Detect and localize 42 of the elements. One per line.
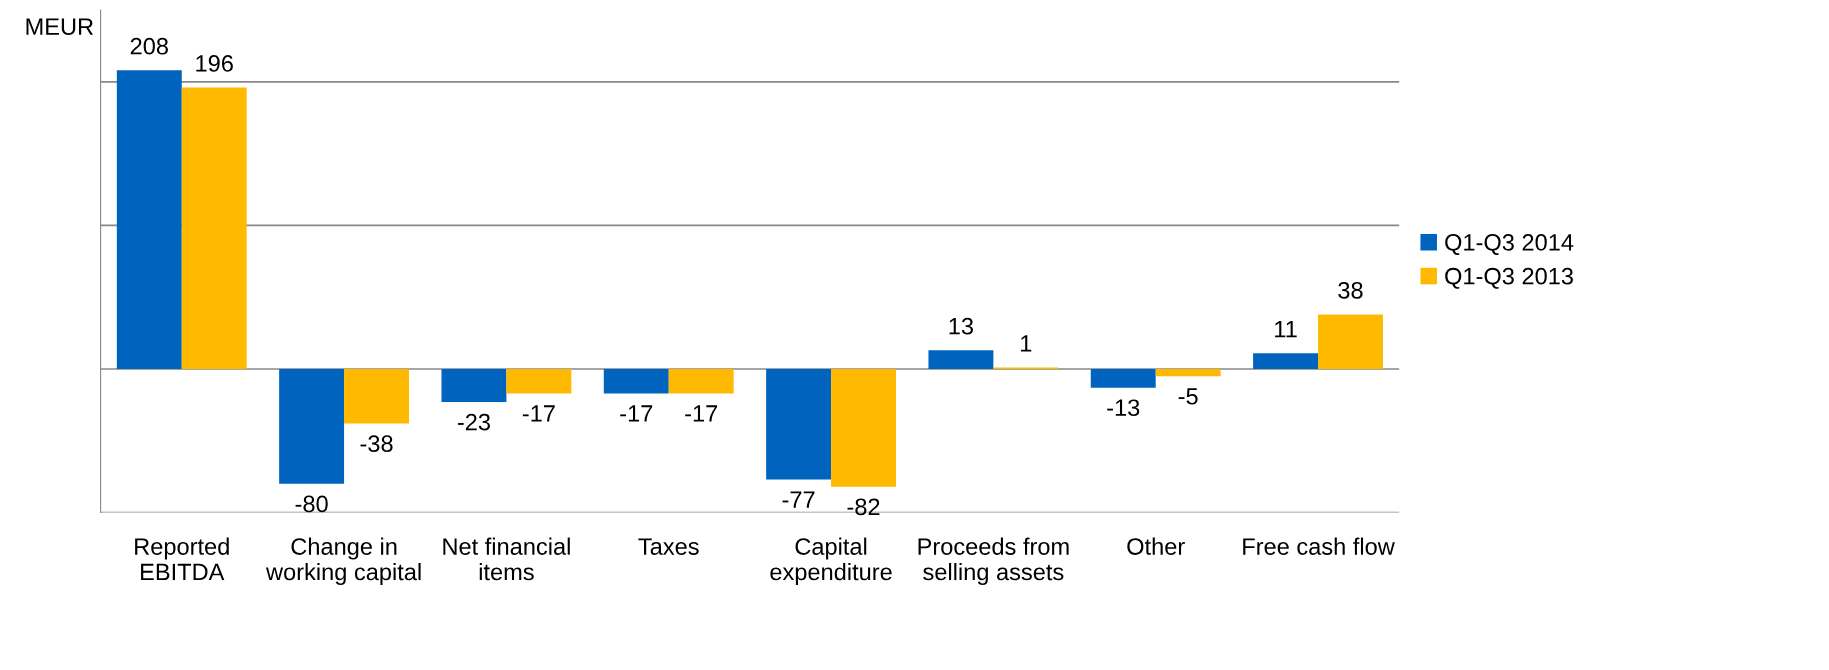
bar [1318, 314, 1383, 369]
data-label: 13 [949, 317, 974, 335]
data-label: -80 [295, 495, 328, 513]
bar [1090, 368, 1156, 388]
data-label: 1 [1021, 335, 1032, 352]
data-label: -77 [782, 491, 815, 508]
bar [344, 368, 410, 424]
x-tick-label: Proceeds from selling assets [918, 537, 1069, 585]
x-tick-label: Taxes [638, 538, 699, 555]
data-label: 208 [130, 37, 168, 55]
legend-label: Q1-Q3 2013 [1445, 267, 1573, 289]
data-label: -13 [1107, 399, 1140, 417]
bar [1155, 368, 1221, 377]
bar [279, 368, 345, 484]
data-label: -5 [1178, 388, 1198, 405]
data-label: -17 [620, 405, 653, 422]
x-tick-label: Reported EBITDA [135, 537, 229, 581]
legend-label: Q1-Q3 2014 [1445, 234, 1574, 255]
bar [441, 368, 507, 402]
data-label: -17 [522, 405, 555, 422]
data-label: -17 [685, 405, 718, 422]
data-label: -82 [847, 498, 880, 516]
bar [116, 70, 182, 369]
x-tick-label: Free cash flow [1243, 537, 1395, 555]
bar [603, 368, 669, 394]
bar [668, 368, 734, 394]
bar [1253, 353, 1319, 369]
data-label: -23 [457, 413, 490, 431]
data-label: -38 [360, 435, 393, 452]
bar [766, 368, 832, 480]
bar [506, 368, 572, 394]
x-tick-label: Other [1127, 537, 1185, 555]
data-label: 38 [1338, 281, 1363, 299]
y-axis-title: MEUR [26, 18, 94, 35]
data-label: 11 [1275, 320, 1297, 338]
bar [831, 368, 896, 487]
data-label: 196 [196, 55, 233, 72]
x-tick-label: Change in working capital [265, 537, 421, 585]
bar [928, 350, 994, 369]
x-tick-label: Net financial items [443, 537, 570, 581]
bar [181, 87, 247, 369]
x-tick-label: Capital expenditure [770, 537, 892, 585]
